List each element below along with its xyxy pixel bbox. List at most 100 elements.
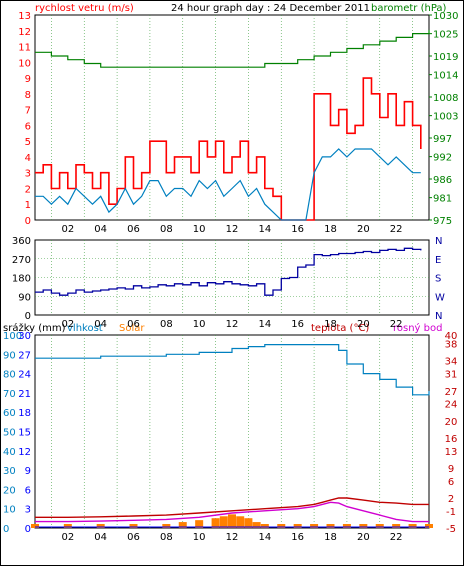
- rain-y-tick: 24: [18, 370, 31, 381]
- direction-y-tick: 180: [12, 274, 31, 285]
- x-tick-label: 12: [226, 532, 239, 543]
- wind-direction-line: [35, 247, 422, 296]
- x-tick-label: 20: [357, 319, 370, 330]
- x-tick-label: 10: [193, 319, 206, 330]
- humidity-y-tick: 70: [3, 389, 16, 400]
- solar-bar: [392, 524, 401, 528]
- rain-y-tick: 12: [18, 447, 31, 458]
- baro-y-tick: 1008: [433, 93, 458, 104]
- solar-bar: [211, 518, 220, 528]
- dew-point-label: rosný bod: [393, 322, 442, 334]
- rain-y-tick: 15: [18, 428, 31, 439]
- baro-y-tick: 986: [433, 175, 452, 186]
- solar-bar: [228, 514, 236, 528]
- rain-y-tick: 6: [25, 485, 31, 496]
- humidity-y-tick: 0: [3, 524, 9, 535]
- temp-y-tick: 27: [445, 387, 458, 398]
- solar-bar: [31, 524, 39, 528]
- x-tick-label: 02: [61, 319, 74, 330]
- solar-bar: [96, 524, 105, 528]
- baro-y-tick: 975: [433, 216, 452, 227]
- baro-y-tick: 1003: [433, 112, 458, 123]
- solar-bar: [129, 524, 138, 528]
- x-tick-label: 14: [258, 319, 271, 330]
- dew-point-line: [35, 501, 429, 523]
- solar-bar: [63, 524, 72, 528]
- solar-bar: [244, 518, 253, 528]
- humidity-y-tick: 40: [3, 447, 16, 458]
- temp-y-tick: 13: [445, 447, 458, 458]
- x-tick-label: 20: [357, 532, 370, 543]
- chart-title: 24 hour graph day : 24 December 2011: [171, 3, 370, 14]
- compass-label: N: [435, 311, 442, 322]
- direction-y-tick: 270: [12, 255, 31, 266]
- compass-label: S: [435, 274, 441, 285]
- temp-y-tick: 20: [445, 417, 458, 428]
- x-tick-label: 16: [291, 319, 304, 330]
- wind-gust-line: [35, 77, 422, 221]
- baro-y-tick: 1019: [433, 52, 458, 63]
- humidity-y-tick: 80: [3, 370, 16, 381]
- wind-y-tick: 10: [18, 58, 31, 69]
- x-tick-label: 08: [160, 224, 173, 235]
- solar-bar: [326, 524, 335, 528]
- x-tick-label: 22: [390, 319, 403, 330]
- rain-y-tick: 3: [25, 505, 31, 516]
- x-tick-label: 04: [94, 224, 107, 235]
- humidity-y-tick: 90: [3, 350, 16, 361]
- direction-y-tick: 0: [25, 311, 31, 322]
- temp-y-tick: 9: [448, 464, 454, 475]
- barometer-line: [35, 29, 430, 68]
- temp-y-tick: 34: [445, 357, 458, 368]
- solar-bar: [359, 524, 368, 528]
- temp-y-tick: 2: [448, 494, 454, 505]
- temp-y-tick: -1: [446, 507, 456, 518]
- x-tick-label: 14: [258, 224, 271, 235]
- temperature-label: teplota (°C): [311, 323, 369, 334]
- humidity-y-tick: 20: [3, 485, 16, 496]
- x-tick-label: 10: [193, 224, 206, 235]
- humidity-y-tick: 50: [3, 428, 16, 439]
- solar-bar: [162, 524, 171, 528]
- wind-y-tick: 13: [18, 11, 31, 22]
- rain-y-tick: 30: [18, 331, 31, 342]
- x-tick-label: 18: [324, 532, 337, 543]
- solar-bar: [425, 524, 433, 528]
- compass-label: W: [435, 292, 445, 303]
- wind-y-tick: 1: [25, 200, 31, 211]
- x-tick-label: 02: [61, 532, 74, 543]
- wind-y-tick: 11: [18, 43, 31, 54]
- baro-y-tick: 981: [433, 194, 452, 205]
- rain-y-tick: 18: [18, 408, 31, 419]
- humidity-y-tick: 10: [3, 505, 16, 516]
- barometer-label: barometr (hPa): [371, 3, 447, 14]
- humidity-y-tick: 100: [3, 331, 22, 342]
- wind-y-tick: 3: [25, 169, 31, 180]
- x-tick-label: 08: [160, 532, 173, 543]
- solar-bar: [375, 524, 384, 528]
- rain-y-tick: 9: [25, 466, 31, 477]
- baro-y-tick: 1030: [433, 11, 458, 22]
- x-tick-label: 06: [127, 532, 140, 543]
- x-tick-label: 18: [324, 224, 337, 235]
- wind-y-tick: 0: [25, 216, 31, 227]
- x-tick-label: 20: [357, 224, 370, 235]
- solar-bar: [195, 520, 204, 528]
- rain-label: srážky (mm): [3, 322, 66, 334]
- wind-y-tick: 9: [25, 74, 31, 85]
- temp-y-tick: 40: [445, 331, 458, 342]
- humidity-y-tick: 30: [3, 466, 16, 477]
- x-tick-label: 04: [94, 319, 107, 330]
- solar-bar: [310, 524, 319, 528]
- humidity-label: vlhkost: [67, 323, 103, 334]
- temp-y-tick: 38: [445, 340, 458, 351]
- wind-y-tick: 7: [25, 106, 31, 117]
- temperature-line: [35, 497, 429, 518]
- wind-y-tick: 12: [18, 27, 31, 38]
- temp-y-tick: 24: [445, 400, 458, 411]
- wind-y-tick: 5: [25, 137, 31, 148]
- wind-y-tick: 2: [25, 184, 31, 195]
- x-tick-label: 12: [226, 319, 239, 330]
- x-tick-label: 10: [193, 532, 206, 543]
